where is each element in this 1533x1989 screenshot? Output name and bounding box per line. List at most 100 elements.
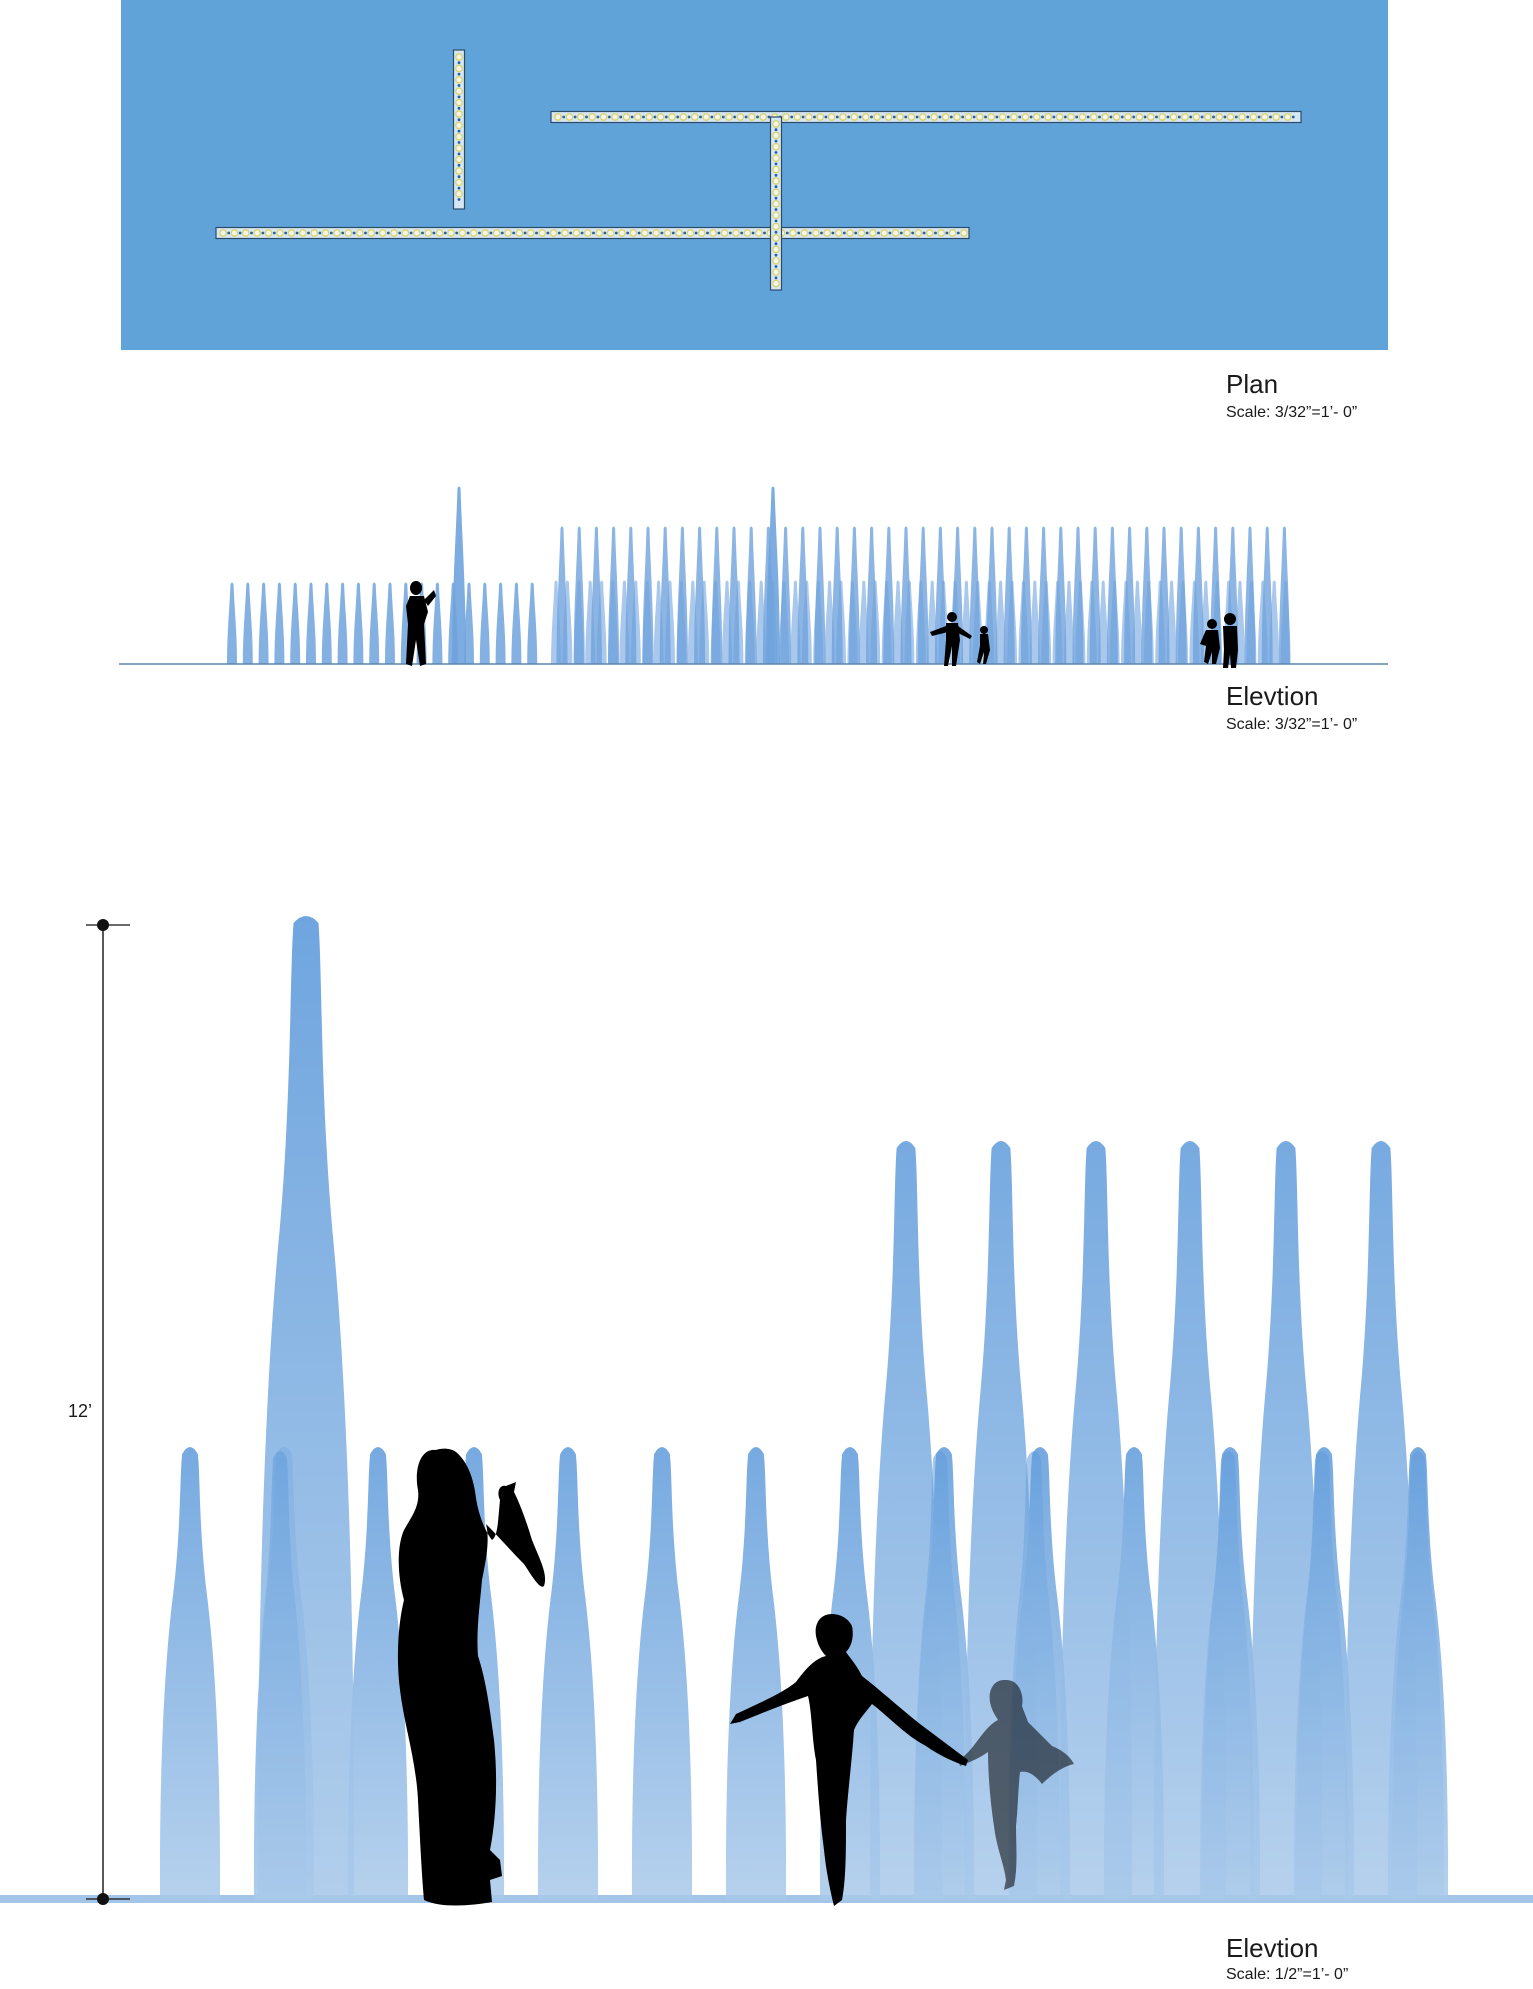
water-jet [1007, 1451, 1061, 1900]
water-jet [961, 580, 972, 664]
water-jet [290, 582, 301, 664]
adult-silhouette-icon [397, 1448, 546, 1906]
water-jet [321, 582, 332, 664]
water-jet [1175, 526, 1187, 664]
adult-silhouette-icon [406, 581, 436, 666]
water-jet [986, 526, 998, 664]
water-jet [913, 1451, 967, 1900]
water-jet [1201, 1451, 1255, 1900]
water-jet [745, 526, 757, 664]
water-jet [659, 526, 671, 664]
water-jet [1261, 526, 1273, 664]
water-jet [728, 526, 740, 664]
water-jet [556, 526, 568, 664]
water-jet [694, 526, 706, 664]
water-jet [353, 582, 364, 664]
water-jet [711, 526, 723, 664]
water-jet [1244, 526, 1256, 664]
water-jet [780, 526, 792, 664]
water-jet [432, 582, 443, 664]
water-jet [969, 526, 981, 664]
water-jet [1192, 526, 1204, 664]
water-jet [608, 526, 620, 664]
water-jet [1020, 526, 1032, 664]
water-jet [866, 526, 878, 664]
water-jet [927, 580, 938, 664]
water-jet [537, 1447, 599, 1900]
water-jet [369, 582, 380, 664]
water-jet [766, 486, 780, 664]
water-jet [1278, 526, 1290, 664]
elevation-large-scale: Scale: 1/2”=1’- 0” [1226, 1966, 1349, 1983]
plan-title: Plan [1226, 369, 1279, 399]
child-silhouette-icon [958, 1680, 1074, 1890]
nozzle-strips [215, 49, 1302, 291]
large-elevation-jets [159, 916, 1449, 1900]
water-jet [527, 582, 538, 664]
elevation-large-title: Elevtion [1226, 1933, 1319, 1963]
nozzle-strip [215, 226, 970, 240]
water-jet [1124, 526, 1136, 664]
water-jet [676, 526, 688, 664]
water-jet [1098, 580, 1109, 664]
water-jet [1029, 580, 1040, 664]
water-jet [1038, 526, 1050, 664]
nozzle-strip [452, 49, 466, 210]
water-jet [253, 1451, 307, 1900]
water-jet [1059, 1141, 1133, 1900]
water-jet [1003, 526, 1015, 664]
height-dimension-label: 12’ [68, 1401, 93, 1421]
plan-water-area [121, 0, 1388, 350]
water-jet [464, 582, 474, 664]
nozzle-strip [550, 110, 1302, 124]
water-jet [1072, 526, 1084, 664]
water-jet [385, 582, 395, 664]
water-jet [347, 1447, 409, 1900]
child-silhouette-icon [1200, 613, 1238, 668]
water-jet [1089, 526, 1101, 664]
water-jet [1064, 580, 1074, 664]
water-jet [590, 526, 602, 664]
child-silhouette-icon [930, 612, 990, 666]
nozzle-strip [769, 116, 783, 291]
water-jet [631, 1447, 693, 1900]
water-jet [1141, 526, 1153, 664]
water-jet [242, 582, 253, 664]
plan-scale: Scale: 3/32”=1’- 0” [1226, 404, 1358, 421]
water-jet [573, 526, 585, 664]
water-jet [495, 582, 506, 664]
water-jet [306, 582, 316, 664]
water-jet [479, 582, 490, 664]
water-jet [814, 526, 826, 664]
water-jet [995, 580, 1006, 664]
height-dimension [86, 919, 130, 1905]
water-jet [1055, 526, 1067, 664]
child-silhouette-icon [730, 1614, 968, 1906]
water-jet [1106, 526, 1118, 664]
water-jet [917, 526, 929, 664]
water-jet [642, 526, 654, 664]
water-jet [725, 1447, 787, 1900]
water-jet [900, 526, 912, 664]
water-jet [893, 580, 903, 664]
water-jet [797, 526, 809, 664]
water-jet [274, 582, 285, 664]
water-jet [883, 526, 895, 664]
water-jet [1210, 526, 1222, 664]
water-jet [258, 582, 269, 664]
elevation-small-title: Elevtion [1226, 681, 1319, 711]
water-jet [848, 526, 860, 664]
water-jet [511, 582, 522, 664]
water-jet [227, 582, 237, 664]
water-jet [1391, 1451, 1445, 1900]
water-jet [831, 526, 843, 664]
water-jet [337, 582, 348, 664]
water-jet [452, 486, 466, 664]
water-jet [1295, 1451, 1349, 1900]
water-jet [625, 526, 637, 664]
elevation-small-scale: Scale: 3/32”=1’- 0” [1226, 716, 1358, 733]
